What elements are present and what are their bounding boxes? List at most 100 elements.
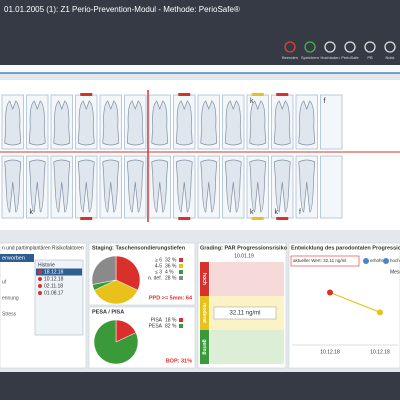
tooth	[28, 159, 46, 213]
legend-label: n. def.	[148, 275, 162, 281]
tooth-label: k	[250, 209, 254, 216]
legend-swatch	[179, 324, 183, 328]
legend-label: 4-5	[155, 263, 162, 269]
legend-label: PESA	[149, 323, 163, 329]
legend-value: 18 %	[165, 317, 177, 323]
toolbar-label[interactable]: PerioSafe	[341, 55, 359, 60]
tooth	[151, 159, 169, 213]
tooth-label: k	[30, 209, 34, 216]
tooth-box[interactable]	[320, 155, 343, 219]
status-icon	[383, 258, 389, 264]
tooth	[224, 100, 242, 146]
grading-date: 10.01.19	[234, 253, 254, 259]
panel-title: n und partimplantären Risikofaktoren	[2, 245, 84, 251]
tooth	[28, 100, 46, 146]
tab-strip	[0, 65, 400, 73]
toolbar-icon[interactable]	[304, 41, 316, 53]
tooth	[4, 159, 22, 213]
legend-swatch	[179, 276, 183, 280]
tooth-label: f	[324, 98, 326, 105]
x-tick-label: 10.12.18	[320, 349, 340, 355]
history-dot	[38, 277, 42, 281]
tooth	[126, 159, 144, 213]
grade-label: gering	[201, 339, 207, 354]
grade-band	[210, 330, 284, 364]
tooth	[77, 100, 95, 146]
toolbar-label[interactable]: Hochladen	[320, 55, 339, 60]
tooth	[175, 100, 193, 146]
window-title: 01.01.2005 (1): Z1 Perio-Prevention-Modu…	[4, 5, 240, 14]
toolbar-icon[interactable]	[344, 41, 356, 53]
legend-value: 32 %	[165, 257, 177, 263]
status-label: hoch	[390, 258, 400, 263]
toolbar-label[interactable]: Notiz	[385, 55, 394, 60]
grade-label: hoch	[201, 273, 207, 285]
legend-value: 82 %	[165, 323, 177, 329]
tooth	[249, 159, 267, 213]
point	[377, 309, 383, 316]
tooth	[273, 100, 291, 146]
toolbar-icon[interactable]	[364, 41, 376, 53]
toolbar-label[interactable]: PB	[367, 55, 373, 60]
tooth	[298, 100, 316, 146]
tooth-label: f	[299, 209, 301, 216]
pie-slice	[115, 255, 141, 291]
tooth	[102, 100, 120, 146]
tooth	[249, 100, 267, 146]
current-value: aktueller Wert: 32,11 ng/ml	[293, 258, 346, 263]
toolbar-icon[interactable]	[384, 41, 396, 53]
toolbar-label[interactable]: Speichern	[301, 55, 319, 60]
x-tick-label: 10.12.18	[370, 349, 390, 355]
tooth-label: k	[250, 98, 254, 105]
history-date[interactable]: 18.12.18	[44, 269, 64, 275]
tooth-label: k	[275, 209, 279, 216]
finding-marker	[251, 217, 264, 220]
grade-band	[210, 262, 284, 296]
tooth	[175, 159, 193, 213]
history-dot	[38, 284, 42, 288]
grade-value: 32,11 ng/ml	[230, 311, 261, 317]
toolbar-icon[interactable]	[284, 41, 296, 53]
history-title: Historie	[38, 262, 55, 268]
legend-label: ≥ 6	[155, 257, 162, 263]
tooth	[224, 159, 242, 213]
tooth	[298, 159, 316, 213]
point	[327, 289, 333, 296]
history-date[interactable]: 01.08.17	[44, 290, 64, 296]
panel-title: Entwicklung des parodontalen Progression…	[291, 245, 400, 251]
grade-bar	[200, 262, 209, 296]
tooth	[273, 159, 291, 213]
status-icon	[363, 258, 369, 264]
pie-slice	[91, 255, 117, 285]
grade-value-box	[213, 306, 277, 320]
title-bar	[0, 0, 400, 65]
history-dot	[38, 291, 42, 295]
finding-marker	[178, 93, 191, 96]
finding-marker	[80, 93, 93, 96]
finding-marker	[251, 93, 264, 96]
status-label: erhöht	[370, 258, 384, 263]
legend-value: 4 %	[165, 269, 174, 275]
pie-note: BOP: 31%	[166, 358, 192, 364]
legend-label: ≤ 3	[155, 269, 162, 275]
tooth	[151, 100, 169, 146]
panel-subtitle: erworben	[2, 255, 25, 261]
status-bar	[0, 372, 400, 400]
tooth	[200, 100, 218, 146]
pie-slice	[93, 279, 139, 305]
panel-title: PESA / PISA	[92, 309, 124, 315]
tooth	[126, 100, 144, 146]
chart-legend: Mess	[390, 269, 400, 275]
tooth	[200, 159, 218, 213]
legend-swatch	[179, 270, 183, 274]
toolbar-icon[interactable]	[324, 41, 336, 53]
history-date[interactable]: 10.12.18	[44, 276, 64, 282]
history-selected[interactable]	[36, 268, 82, 276]
legend-swatch	[179, 258, 183, 262]
history-date[interactable]: 02.11.18	[44, 283, 63, 289]
toolbar-label[interactable]: Beenden	[282, 55, 298, 60]
tooth-box[interactable]	[320, 94, 343, 150]
legend-swatch	[179, 318, 183, 322]
tooth	[77, 159, 95, 213]
